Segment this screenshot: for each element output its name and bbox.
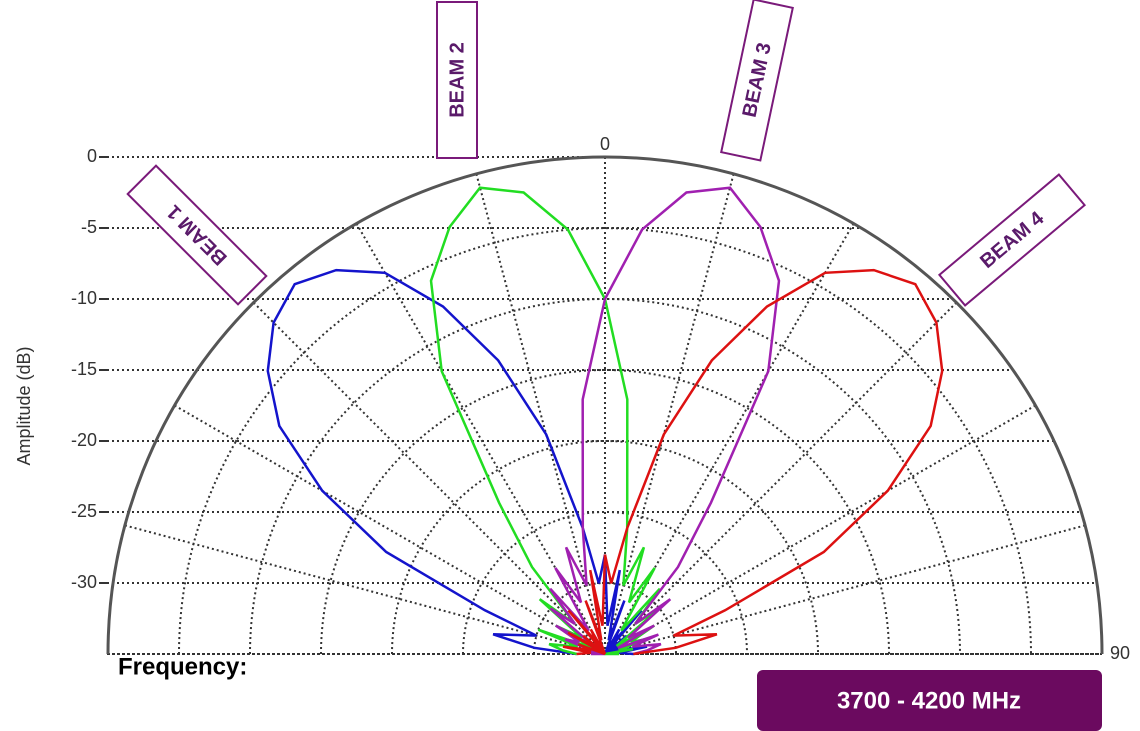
theta-tick-label: 0: [600, 134, 610, 154]
circle-grid-line: [391, 440, 819, 655]
radial-grid-line: [604, 301, 958, 655]
frequency-label: Frequency:: [118, 653, 247, 680]
beam-label-box: BEAM 2: [436, 1, 478, 159]
y-tick-label: -5: [81, 217, 97, 237]
y-tick-label: -10: [71, 288, 97, 308]
outer-circle: [106, 155, 1104, 655]
beam-box: [720, 0, 794, 162]
circle-grid-line: [178, 227, 1032, 655]
y-tick-label: 0: [87, 146, 97, 166]
beam-label-box: BEAM 4: [937, 173, 1087, 307]
frequency-box: [757, 670, 1102, 731]
beam-label-box: BEAM 3: [720, 0, 794, 162]
beam-line: [429, 186, 661, 656]
beam-line: [549, 186, 781, 656]
beam-box: [436, 1, 478, 159]
circle-grid-line: [320, 369, 890, 655]
frequency-value: 3700 - 4200 MHz: [837, 687, 1021, 714]
radial-grid-line: [604, 404, 1036, 655]
circle-grid-line: [249, 298, 961, 655]
beam-label: BEAM 2: [446, 42, 468, 118]
y-tick-label: -20: [71, 430, 97, 450]
beam-label-box: BEAM 1: [126, 164, 268, 306]
theta-tick-label: 90: [1110, 643, 1130, 663]
y-axis-label: Amplitude (dB): [14, 346, 34, 465]
beam-box: [937, 173, 1087, 307]
beam-box: [126, 164, 268, 306]
radial-grid-line: [174, 404, 606, 655]
y-tick-label: -30: [71, 572, 97, 592]
beam-line: [266, 268, 648, 656]
y-tick-label: -25: [71, 501, 97, 521]
radial-grid-line: [252, 301, 606, 655]
y-tick-label: -15: [71, 359, 97, 379]
beam-line: [562, 268, 944, 656]
